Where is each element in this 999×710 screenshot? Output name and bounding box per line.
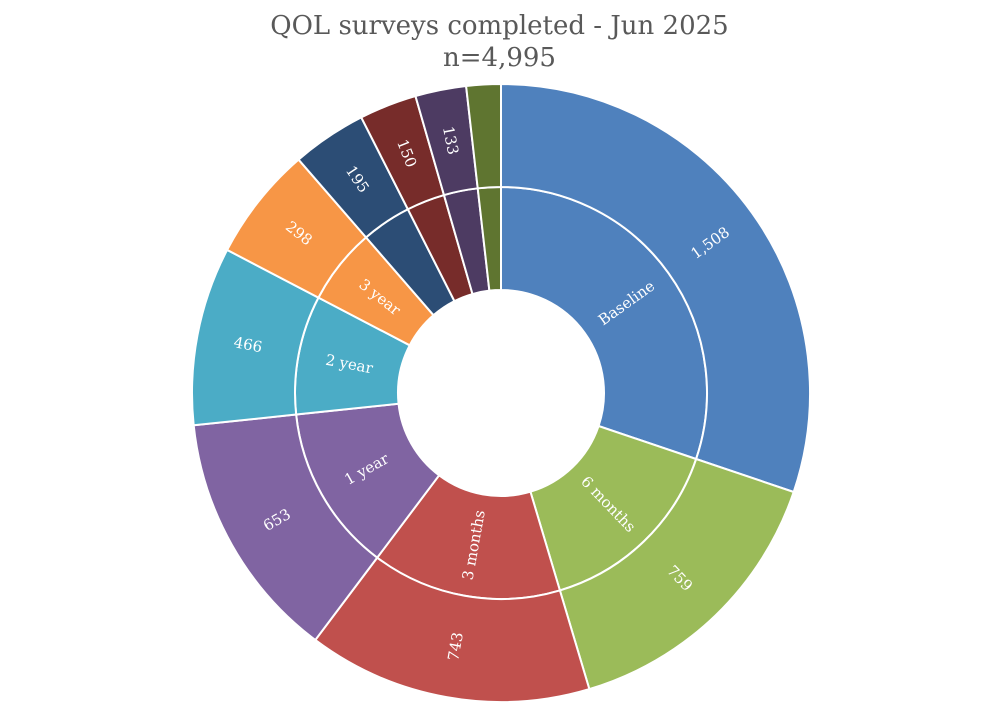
- outer-segment-baseline[interactable]: [500, 82, 811, 494]
- chart-subtitle: n=4,995: [443, 43, 556, 73]
- value-label-segment-9: 133: [439, 125, 462, 157]
- chart-title: QOL surveys completed - Jun 2025: [270, 11, 729, 41]
- value-label-3-months: 743: [444, 631, 467, 662]
- outer-segment-segment-10[interactable]: [464, 82, 502, 190]
- value-label-2-year: 466: [232, 333, 264, 356]
